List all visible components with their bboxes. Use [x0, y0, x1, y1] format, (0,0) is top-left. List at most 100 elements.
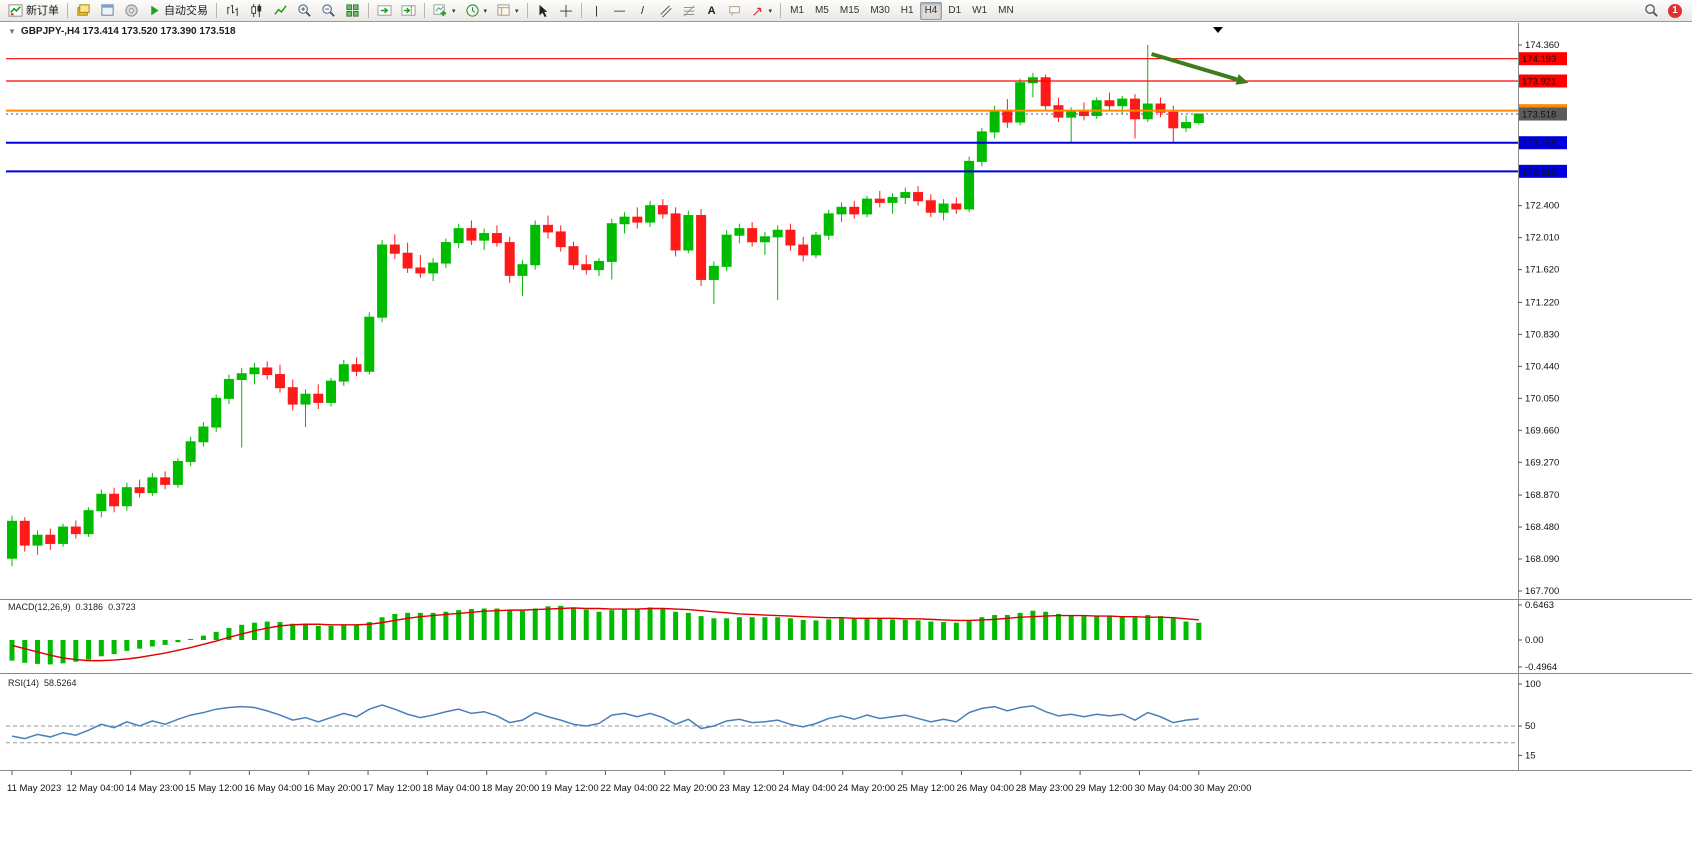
dropdown-caret[interactable]: ▾ — [483, 7, 488, 15]
svg-text:0.00: 0.00 — [1525, 635, 1544, 646]
new-order-button[interactable]: 新订单 — [4, 1, 63, 21]
horizontal-line-icon: — — [614, 4, 626, 17]
toolbar-separator — [424, 3, 425, 18]
zoom-out-icon — [322, 4, 335, 17]
periods-clock-icon — [465, 4, 479, 17]
cursor-button[interactable] — [532, 1, 554, 21]
svg-text:-0.4964: -0.4964 — [1525, 662, 1557, 673]
dropdown-caret[interactable]: ▾ — [452, 7, 456, 15]
auto-trading-button[interactable]: 自动交易 — [144, 1, 212, 21]
svg-text:168.480: 168.480 — [1525, 522, 1559, 533]
horizontal-line-tool-button[interactable]: — — [609, 1, 631, 21]
svg-text:168.090: 168.090 — [1525, 554, 1559, 565]
svg-text:28 May 23:00: 28 May 23:00 — [1016, 783, 1074, 794]
timeframe-button-h1[interactable]: H1 — [900, 4, 914, 16]
svg-text:172.819: 172.819 — [1522, 167, 1556, 178]
new-order-icon — [8, 4, 23, 17]
svg-text:12 May 04:00: 12 May 04:00 — [66, 783, 124, 794]
timeframe-button-w1[interactable]: W1 — [972, 4, 988, 16]
svg-text:173.518: 173.518 — [1522, 110, 1556, 121]
zoom-in-icon — [298, 4, 311, 17]
level-price-badge: 173.168 — [1519, 136, 1567, 150]
svg-text:0.6463: 0.6463 — [1525, 600, 1554, 611]
arrows-tool-button[interactable]: ▾ — [747, 1, 777, 21]
zoom-in-button[interactable] — [293, 1, 316, 21]
dropdown-caret[interactable]: ▾ — [515, 7, 519, 15]
svg-text:23 May 12:00: 23 May 12:00 — [719, 783, 777, 794]
timeframe-button-m5[interactable]: M5 — [814, 4, 829, 16]
timeframe-button-m30[interactable]: M30 — [870, 4, 890, 16]
tile-windows-button[interactable] — [341, 1, 364, 21]
auto-scroll-icon — [377, 5, 392, 16]
toolbar-separator — [67, 3, 68, 18]
svg-text:25 May 12:00: 25 May 12:00 — [897, 783, 955, 794]
timeframe-button-m1[interactable]: M1 — [790, 4, 804, 16]
timeframe-button-d1[interactable]: D1 — [948, 4, 962, 16]
arrows-icon — [752, 7, 761, 16]
timeframe-button-h4[interactable]: H4 — [919, 1, 943, 20]
rsi-name: RSI(14) — [8, 678, 40, 688]
macd-signal-value: 0.3723 — [108, 602, 136, 612]
time-axis[interactable]: 11 May 2023 12 May 04:00 14 May 23:00 15 Ma… — [7, 771, 1251, 794]
auto-scroll-button[interactable] — [373, 1, 396, 21]
symbol-ohlc-label: ▼ GBPJPY-,H4 173.414 173.520 173.390 173… — [8, 26, 236, 37]
vertical-line-icon: | — [595, 4, 598, 17]
svg-text:174.193: 174.193 — [1522, 54, 1556, 65]
scroll-to-end-marker[interactable] — [1213, 27, 1223, 33]
crosshair-button[interactable] — [555, 1, 577, 21]
dropdown-caret[interactable]: ▾ — [768, 7, 773, 15]
svg-text:26 May 04:00: 26 May 04:00 — [956, 783, 1014, 794]
profiles-button[interactable] — [120, 1, 143, 21]
price-axis: 174.360 172.400 172.010 171.620 171.220 170.8… — [1518, 40, 1559, 597]
fibonacci-tool-button[interactable] — [678, 1, 700, 21]
svg-text:167.700: 167.700 — [1525, 586, 1559, 597]
auto-trading-icon — [151, 5, 159, 16]
svg-text:15 May 12:00: 15 May 12:00 — [185, 783, 243, 794]
vertical-line-tool-button[interactable]: | — [586, 1, 608, 21]
line-chart-mode-button[interactable] — [269, 1, 292, 21]
tile-windows-icon — [346, 4, 359, 17]
channel-icon — [659, 4, 672, 17]
svg-text:168.870: 168.870 — [1525, 490, 1559, 501]
new-order-label: 新订单 — [26, 4, 59, 17]
trend-arrow-annotation[interactable] — [1151, 52, 1249, 85]
zoom-out-button[interactable] — [317, 1, 340, 21]
main-toolbar: 新订单 自动交易 — [0, 0, 1692, 22]
timeframe-button-mn[interactable]: MN — [998, 4, 1014, 16]
chart-canvas[interactable]: 174.360 172.400 172.010 171.620 171.220 170.8… — [0, 22, 1692, 864]
auto-trading-label: 自动交易 — [164, 4, 208, 17]
svg-text:18 May 04:00: 18 May 04:00 — [422, 783, 480, 794]
svg-text:14 May 23:00: 14 May 23:00 — [126, 783, 184, 794]
notifications-badge[interactable]: 1 — [1668, 3, 1682, 18]
periods-button[interactable]: ▾ — [461, 1, 492, 21]
level-price-badge: 173.921 — [1519, 74, 1567, 88]
svg-text:173.921: 173.921 — [1522, 76, 1556, 87]
trendline-tool-button[interactable]: / — [632, 1, 654, 21]
text-label-icon — [728, 5, 740, 16]
chart-shift-button[interactable] — [397, 1, 420, 21]
search-icon — [1645, 4, 1658, 17]
svg-text:15: 15 — [1525, 750, 1536, 761]
indicators-button[interactable]: ▾ — [429, 1, 460, 21]
svg-text:22 May 04:00: 22 May 04:00 — [600, 783, 658, 794]
candlestick-mode-button[interactable] — [245, 1, 268, 21]
horizontal-level-lines[interactable] — [6, 58, 1518, 173]
timeframe-button-m15[interactable]: M15 — [839, 4, 860, 16]
text-label-tool-button[interactable] — [724, 1, 746, 21]
data-window-button[interactable] — [96, 1, 119, 21]
svg-text:17 May 12:00: 17 May 12:00 — [363, 783, 421, 794]
crosshair-icon — [559, 4, 572, 17]
toolbar-separator — [780, 3, 782, 18]
svg-text:174.360: 174.360 — [1525, 40, 1559, 51]
chart-area[interactable]: 174.360 172.400 172.010 171.620 171.220 170.8… — [0, 22, 1692, 864]
trendline-icon: / — [641, 4, 645, 17]
templates-button[interactable]: ▾ — [492, 1, 523, 21]
svg-text:170.050: 170.050 — [1525, 393, 1559, 404]
market-watch-button[interactable] — [72, 1, 95, 21]
bar-chart-mode-button[interactable] — [221, 1, 244, 21]
channel-tool-button[interactable] — [655, 1, 677, 21]
search-button[interactable] — [1640, 1, 1663, 21]
one-click-trading-toggle[interactable]: ▼ — [8, 27, 16, 36]
svg-text:172.400: 172.400 — [1525, 201, 1559, 212]
text-tool-button[interactable]: A — [701, 1, 723, 21]
